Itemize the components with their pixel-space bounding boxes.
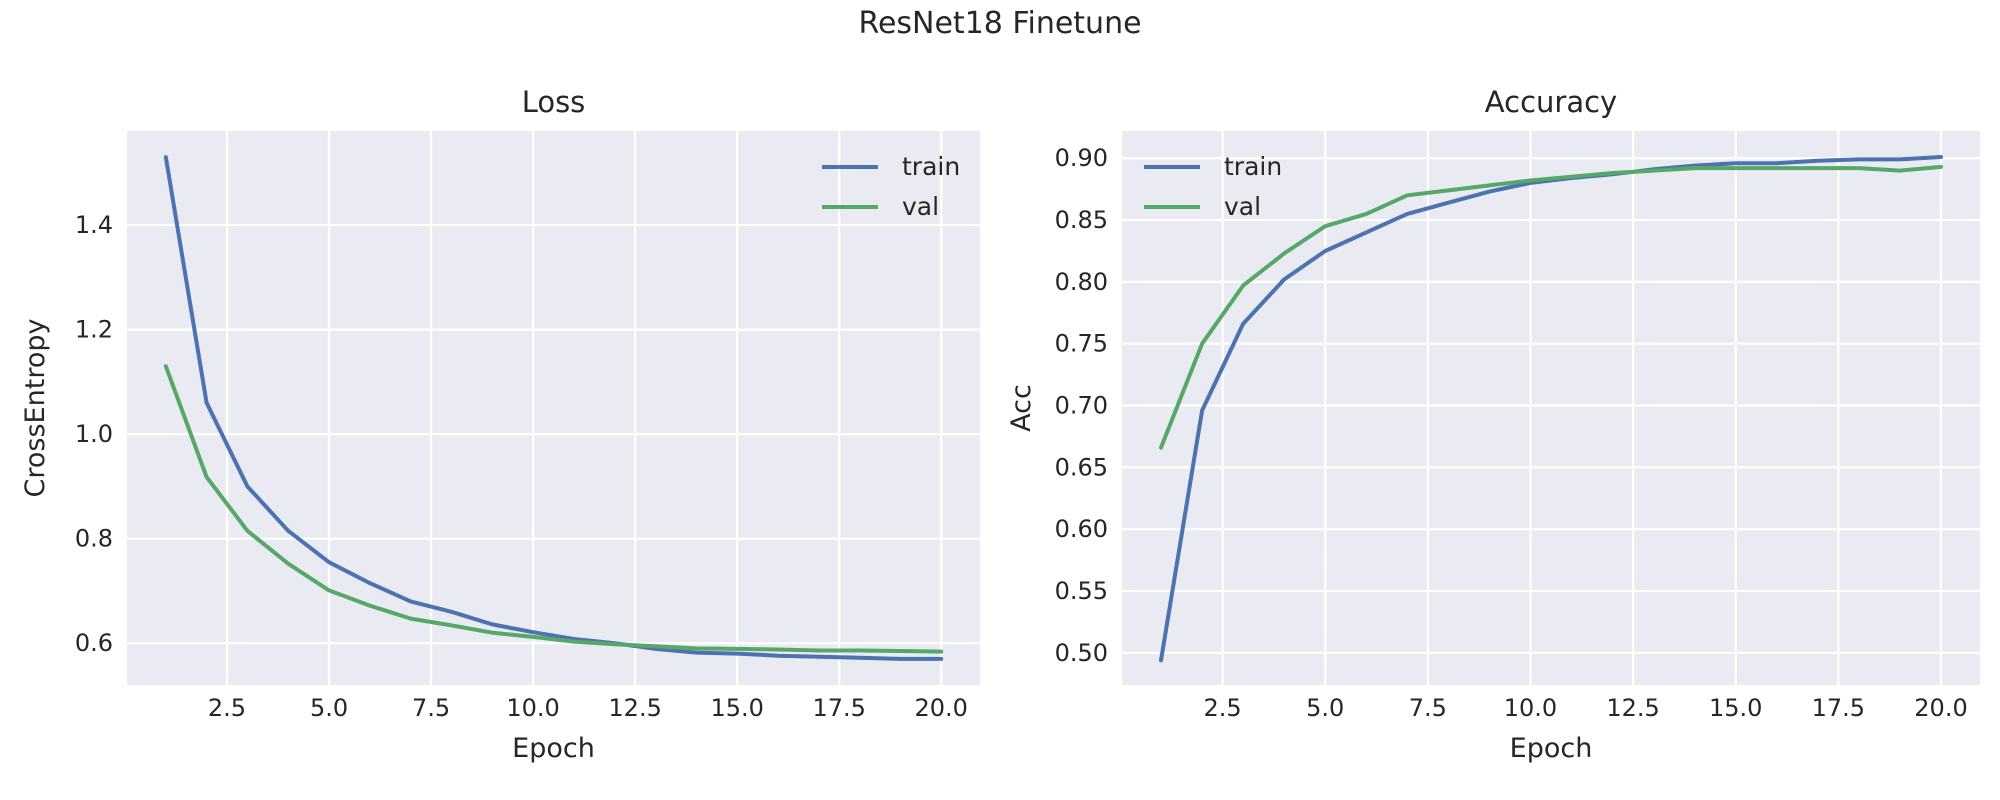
x-tick-label: 5.0 bbox=[310, 694, 348, 722]
legend-label-train: train bbox=[902, 152, 960, 181]
y-tick-label: 0.6 bbox=[75, 629, 113, 657]
x-axis-label: Epoch bbox=[512, 733, 595, 764]
y-tick-label: 1.0 bbox=[75, 420, 113, 448]
plot-area bbox=[127, 131, 980, 685]
legend-label-val: val bbox=[902, 192, 939, 221]
x-tick-label: 2.5 bbox=[208, 694, 246, 722]
y-tick-label: 1.4 bbox=[75, 211, 113, 239]
x-tick-label: 10.0 bbox=[506, 694, 559, 722]
series-line-train bbox=[163, 155, 944, 661]
x-tick-label: 12.5 bbox=[608, 694, 661, 722]
x-tick-label: 15.0 bbox=[710, 694, 763, 722]
x-tick-label: 20.0 bbox=[915, 694, 968, 722]
series-line-val bbox=[163, 364, 944, 654]
y-tick-label: 1.2 bbox=[75, 316, 113, 344]
y-tick-label: 0.8 bbox=[75, 525, 113, 553]
figure-title: ResNet18 Finetune bbox=[858, 6, 1142, 41]
y-axis-label: CrossEntropy bbox=[20, 319, 51, 498]
x-tick-label: 17.5 bbox=[812, 694, 865, 722]
chart-title: Loss bbox=[522, 85, 586, 119]
x-tick-label: 7.5 bbox=[412, 694, 450, 722]
